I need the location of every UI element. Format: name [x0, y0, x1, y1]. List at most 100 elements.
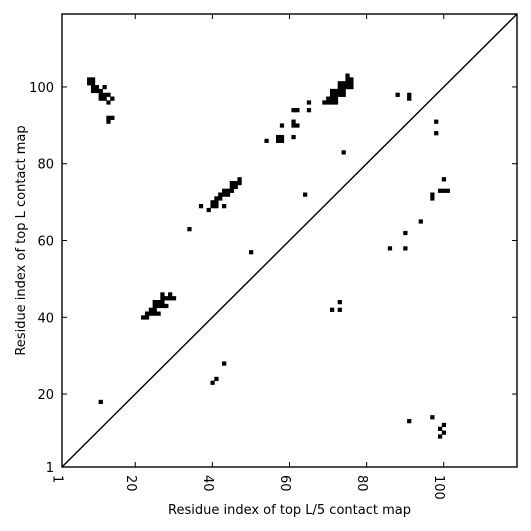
contact-point	[322, 100, 327, 105]
x-tick-label: 60	[277, 475, 292, 492]
contact-point	[341, 85, 346, 90]
contact-point	[160, 300, 165, 305]
contact-point	[152, 303, 157, 309]
contact-point	[249, 250, 254, 255]
contact-point	[98, 88, 103, 94]
contact-point	[337, 88, 342, 94]
y-tick-label: 1	[46, 461, 54, 476]
contact-point	[222, 192, 227, 197]
contact-point	[106, 115, 111, 120]
contact-point	[160, 296, 165, 301]
contact-point	[387, 246, 393, 251]
contact-point	[171, 296, 177, 301]
contact-point	[430, 415, 435, 420]
contact-point	[237, 177, 242, 182]
contact-point	[144, 315, 150, 320]
contact-point	[144, 311, 150, 316]
contact-point	[152, 300, 157, 305]
contact-point	[102, 92, 107, 97]
contact-point	[98, 96, 103, 101]
contact-point	[337, 307, 342, 312]
contact-point	[160, 292, 165, 297]
contact-point	[302, 192, 308, 197]
x-tick-label: 20	[123, 475, 138, 492]
contact-point	[349, 77, 354, 82]
contact-point	[337, 81, 342, 86]
contact-point	[90, 88, 96, 94]
contact-point	[430, 196, 435, 201]
contact-point	[102, 96, 107, 101]
contact-point	[441, 177, 447, 182]
contact-point	[291, 134, 296, 140]
x-axis-label: Residue index of top L/5 contact map	[168, 503, 411, 518]
contact-point	[90, 81, 96, 86]
contact-point	[214, 376, 219, 382]
contact-point	[168, 292, 173, 297]
contact-point	[407, 419, 412, 424]
contact-point	[333, 96, 339, 101]
x-tick-label: 100	[431, 475, 446, 500]
contact-point	[349, 81, 354, 86]
y-axis-label: Residue index of top L contact map	[14, 125, 29, 355]
contact-point	[106, 92, 111, 97]
contact-point	[337, 92, 342, 97]
contact-point	[214, 200, 219, 205]
contact-point	[329, 100, 335, 105]
contact-point	[441, 188, 447, 193]
diagonal-line	[61, 13, 518, 468]
y-tick-label: 40	[37, 311, 54, 326]
contact-point	[276, 134, 281, 140]
contact-point	[295, 123, 300, 128]
contact-point	[98, 92, 103, 97]
contact-point	[237, 180, 242, 186]
contact-point	[264, 138, 269, 144]
contact-point	[341, 81, 346, 86]
contact-point	[329, 96, 335, 101]
contact-point	[403, 230, 408, 236]
contact-point	[349, 85, 354, 90]
contact-point	[233, 180, 238, 186]
contact-point	[407, 92, 412, 97]
contact-point	[206, 207, 211, 213]
contact-point	[110, 115, 115, 120]
contact-point	[306, 100, 312, 105]
contact-point	[106, 119, 111, 124]
contact-point	[306, 108, 312, 113]
contact-point	[229, 180, 234, 186]
contact-point	[148, 307, 154, 312]
contact-point	[164, 303, 169, 309]
contact-point	[222, 361, 227, 366]
contact-point	[110, 96, 115, 101]
contact-point	[291, 108, 296, 113]
contact-point	[160, 303, 165, 309]
contact-point	[345, 81, 350, 86]
contact-point	[430, 192, 435, 197]
contact-point	[222, 204, 227, 209]
contact-point	[295, 108, 300, 113]
contact-point	[329, 92, 335, 97]
contact-point	[229, 188, 234, 193]
contact-point	[279, 123, 285, 128]
contact-point	[437, 434, 443, 439]
contact-point	[148, 311, 154, 316]
contact-point	[225, 192, 231, 197]
contact-point	[437, 426, 443, 431]
contact-point	[233, 184, 238, 190]
contact-point	[152, 311, 157, 316]
contact-point	[214, 196, 219, 201]
contact-point	[326, 100, 331, 105]
contact-point	[87, 77, 92, 82]
contact-point	[106, 100, 111, 105]
contact-point	[214, 204, 219, 209]
contact-point	[90, 85, 96, 90]
contact-point	[210, 380, 215, 385]
y-tick-label: 60	[37, 235, 54, 250]
contact-point	[418, 219, 423, 224]
contact-point	[156, 311, 161, 316]
contact-point	[279, 138, 285, 144]
contact-point	[210, 204, 215, 209]
contact-point	[229, 184, 234, 190]
contact-point	[156, 300, 161, 305]
